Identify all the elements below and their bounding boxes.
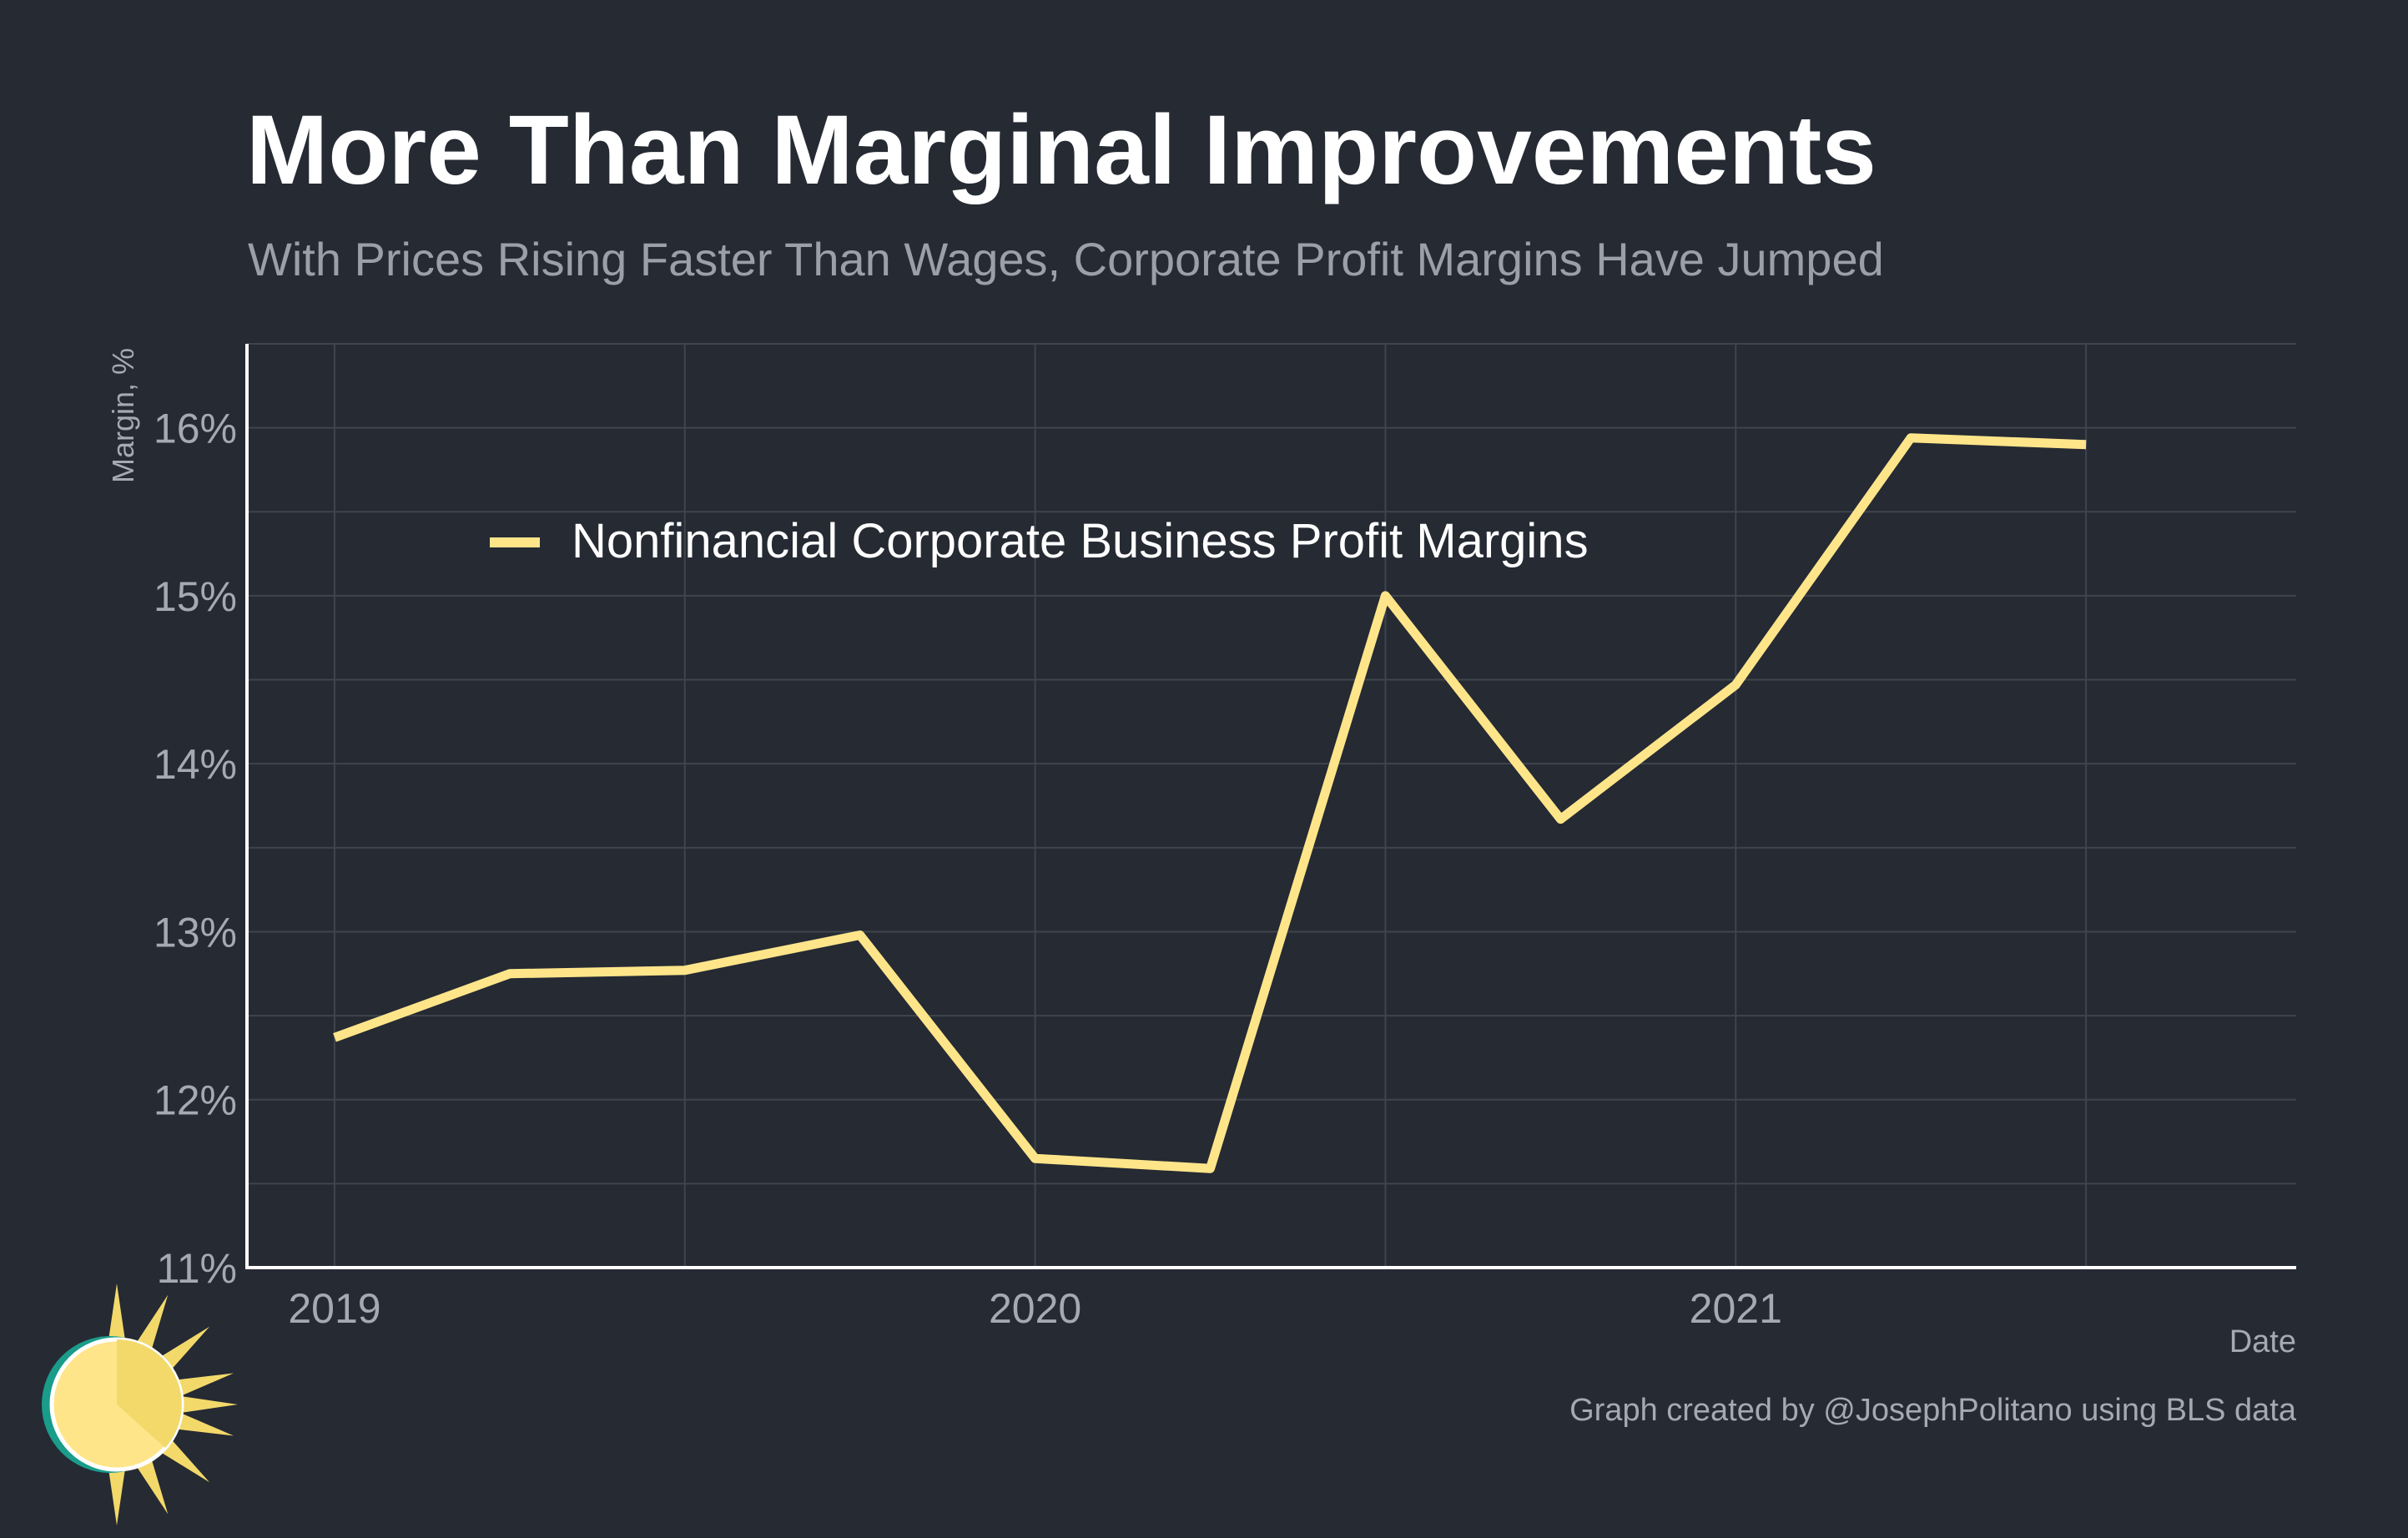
legend-label: Nonfinancial Corporate Business Profit M…: [572, 514, 1589, 568]
y-tick-label: 13%: [154, 909, 237, 956]
sun-ray: [107, 1283, 127, 1347]
y-tick-label: 15%: [154, 573, 237, 620]
y-tick-label: 11%: [157, 1245, 237, 1292]
x-tick-label: 2020: [989, 1285, 1081, 1332]
sun-ray: [174, 1394, 238, 1414]
x-tick-label: 2021: [1690, 1285, 1782, 1332]
caption: Graph created by @JosephPolitano using B…: [1569, 1393, 2297, 1428]
y-tick-label: 14%: [154, 741, 237, 788]
sun-ray: [169, 1373, 234, 1399]
sun-ray: [133, 1294, 169, 1357]
axes: [245, 344, 2296, 1269]
legend: Nonfinancial Corporate Business Profit M…: [490, 514, 1589, 568]
y-axis-title: Margin, %: [106, 348, 140, 483]
x-tick-label: 2019: [288, 1285, 380, 1332]
y-tick-labels: 11% 12% 13% 14% 15% 16%: [154, 406, 237, 1292]
logo-sun-shade: [117, 1339, 182, 1448]
y-tick-label: 12%: [154, 1077, 237, 1124]
y-tick-label: 16%: [154, 406, 237, 452]
major-gridlines: [247, 344, 2296, 1268]
sun-logo-icon: [42, 1283, 238, 1525]
sun-ray: [107, 1462, 127, 1525]
x-axis-title: Date: [2229, 1324, 2296, 1359]
chart-title: More Than Marginal Improvements: [246, 95, 1877, 205]
series-line: [333, 433, 2087, 1173]
x-tick-labels: 2019 2020 2021: [288, 1285, 1782, 1332]
minor-gridlines: [247, 343, 2296, 1185]
chart-subtitle: With Prices Rising Faster Than Wages, Co…: [248, 233, 1884, 285]
series-lines: [333, 433, 2087, 1173]
sun-ray: [133, 1452, 169, 1515]
sun-ray: [169, 1410, 234, 1436]
